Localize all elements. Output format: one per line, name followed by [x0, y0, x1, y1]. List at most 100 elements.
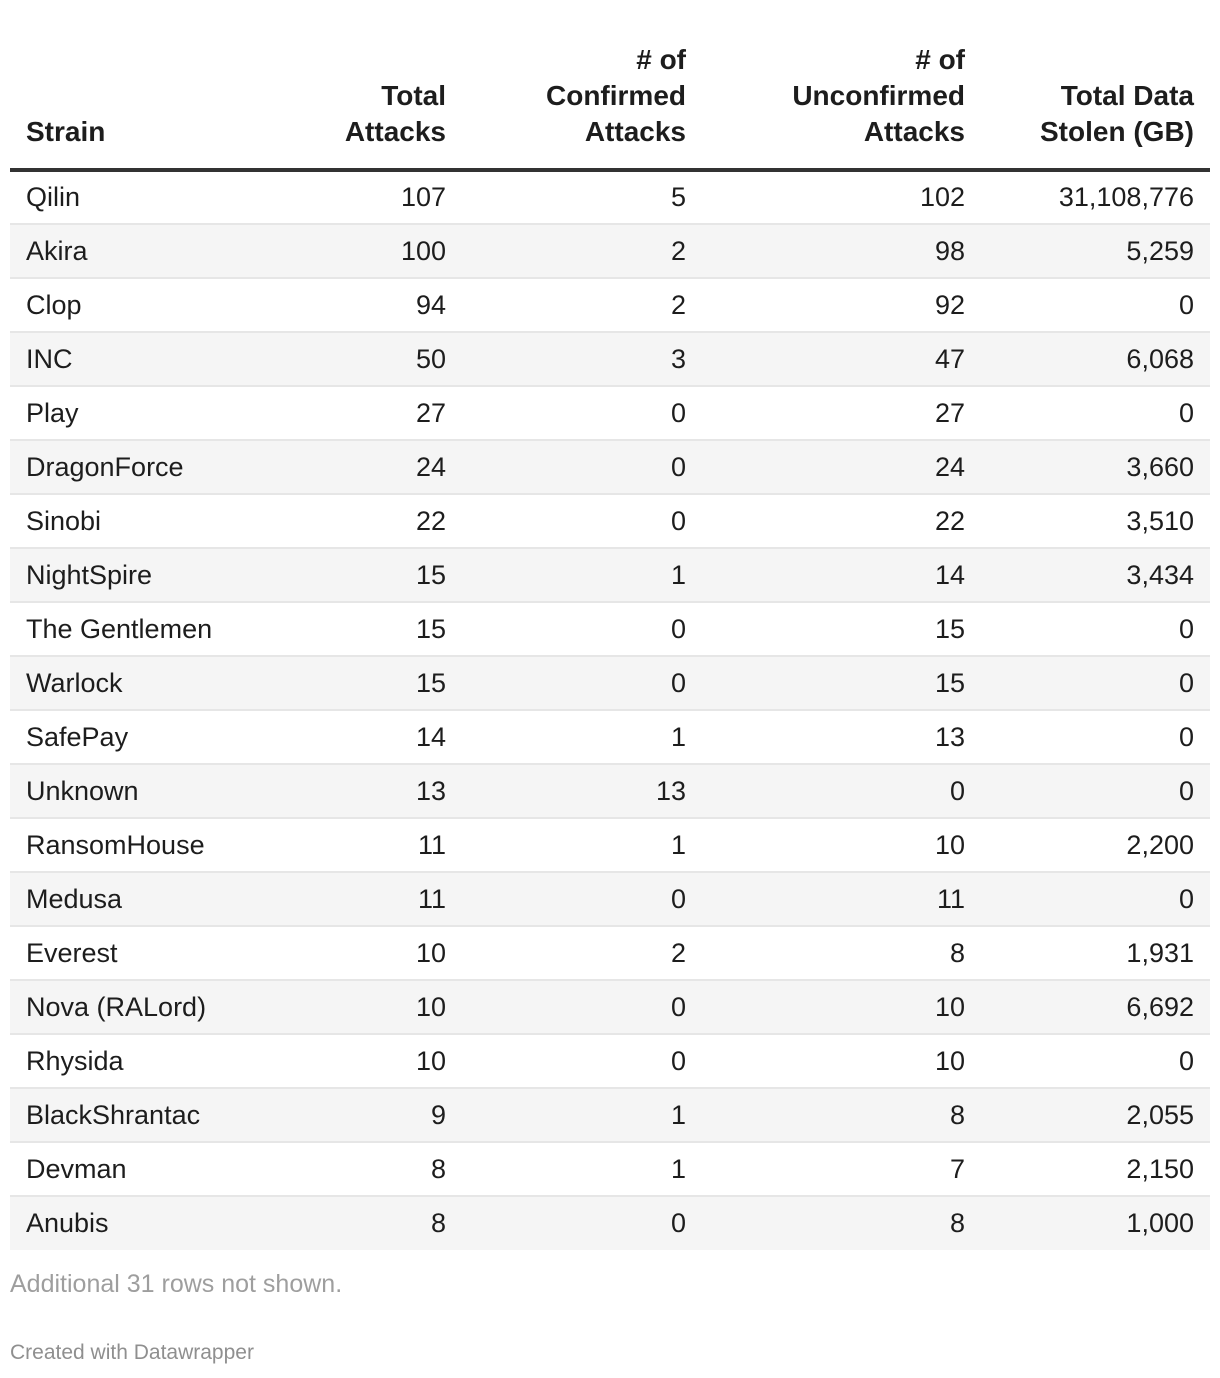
cell-total-attacks: 9	[306, 1088, 462, 1143]
cell-total-attacks: 50	[306, 332, 462, 387]
table-row: Unknown 13 13 0 0	[10, 764, 1210, 819]
table-row: The Gentlemen 15 0 15 0	[10, 602, 1210, 657]
cell-confirmed-attacks: 0	[462, 1196, 702, 1250]
cell-unconfirmed-attacks: 11	[702, 872, 981, 927]
cell-total-attacks: 10	[306, 926, 462, 981]
cell-unconfirmed-attacks: 15	[702, 656, 981, 711]
cell-unconfirmed-attacks: 10	[702, 980, 981, 1035]
table-row: Play 27 0 27 0	[10, 386, 1210, 441]
cell-total-attacks: 15	[306, 656, 462, 711]
cell-data-stolen: 6,068	[981, 332, 1210, 387]
table-row: RansomHouse 11 1 10 2,200	[10, 818, 1210, 873]
cell-data-stolen: 2,200	[981, 818, 1210, 873]
rows-not-shown-note: Additional 31 rows not shown.	[10, 1270, 343, 1298]
header-total-data-stolen[interactable]: Total Data Stolen (GB)	[981, 0, 1210, 172]
table-row: Anubis 8 0 8 1,000	[10, 1196, 1210, 1250]
header-total-attacks[interactable]: Total Attacks	[306, 0, 462, 172]
header-label-line: # of	[915, 44, 965, 75]
cell-strain: Everest	[10, 926, 306, 981]
cell-unconfirmed-attacks: 0	[702, 764, 981, 819]
cell-confirmed-attacks: 0	[462, 602, 702, 657]
cell-unconfirmed-attacks: 10	[702, 1034, 981, 1089]
header-unconfirmed-attacks[interactable]: # of Unconfirmed Attacks	[702, 0, 981, 172]
cell-data-stolen: 2,150	[981, 1142, 1210, 1197]
cell-strain: RansomHouse	[10, 818, 306, 873]
cell-data-stolen: 6,692	[981, 980, 1210, 1035]
table-row: Akira 100 2 98 5,259	[10, 224, 1210, 279]
cell-confirmed-attacks: 1	[462, 818, 702, 873]
header-label-line: Unconfirmed	[792, 80, 965, 111]
table-row: NightSpire 15 1 14 3,434	[10, 548, 1210, 603]
cell-confirmed-attacks: 1	[462, 1142, 702, 1197]
ransomware-strain-table: Strain Total Attacks # of Confirmed Attacks # …	[10, 0, 1210, 1250]
cell-strain: Akira	[10, 224, 306, 279]
data-table-container: Strain Total Attacks # of Confirmed Attacks # …	[10, 0, 1210, 1250]
cell-strain: BlackShrantac	[10, 1088, 306, 1143]
header-label-line: Total Data	[1060, 80, 1194, 111]
cell-total-attacks: 107	[306, 170, 462, 225]
table-row: SafePay 14 1 13 0	[10, 710, 1210, 765]
cell-unconfirmed-attacks: 7	[702, 1142, 981, 1197]
cell-strain: Rhysida	[10, 1034, 306, 1089]
cell-data-stolen: 1,000	[981, 1196, 1210, 1250]
table-row: Devman 8 1 7 2,150	[10, 1142, 1210, 1197]
datawrapper-credit[interactable]: Created with Datawrapper	[10, 1341, 254, 1364]
cell-data-stolen: 5,259	[981, 224, 1210, 279]
cell-strain: Clop	[10, 278, 306, 333]
cell-total-attacks: 11	[306, 872, 462, 927]
cell-unconfirmed-attacks: 14	[702, 548, 981, 603]
header-strain[interactable]: Strain	[10, 0, 306, 172]
cell-unconfirmed-attacks: 47	[702, 332, 981, 387]
cell-strain: NightSpire	[10, 548, 306, 603]
header-label-line: Strain	[26, 116, 106, 147]
cell-confirmed-attacks: 0	[462, 872, 702, 927]
cell-unconfirmed-attacks: 8	[702, 926, 981, 981]
cell-total-attacks: 13	[306, 764, 462, 819]
table-header: Strain Total Attacks # of Confirmed Attacks # …	[10, 0, 1210, 172]
cell-data-stolen: 2,055	[981, 1088, 1210, 1143]
cell-strain: The Gentlemen	[10, 602, 306, 657]
cell-strain: Qilin	[10, 170, 306, 225]
header-confirmed-attacks[interactable]: # of Confirmed Attacks	[462, 0, 702, 172]
table-row: Rhysida 10 0 10 0	[10, 1034, 1210, 1089]
table-row: Sinobi 22 0 22 3,510	[10, 494, 1210, 549]
cell-confirmed-attacks: 5	[462, 170, 702, 225]
cell-confirmed-attacks: 0	[462, 386, 702, 441]
table-row: INC 50 3 47 6,068	[10, 332, 1210, 387]
cell-unconfirmed-attacks: 8	[702, 1088, 981, 1143]
cell-data-stolen: 3,660	[981, 440, 1210, 495]
cell-strain: DragonForce	[10, 440, 306, 495]
header-label-line: Attacks	[863, 116, 965, 147]
table-row: Medusa 11 0 11 0	[10, 872, 1210, 927]
cell-total-attacks: 11	[306, 818, 462, 873]
cell-total-attacks: 100	[306, 224, 462, 279]
cell-total-attacks: 22	[306, 494, 462, 549]
table-row: BlackShrantac 9 1 8 2,055	[10, 1088, 1210, 1143]
cell-confirmed-attacks: 0	[462, 656, 702, 711]
cell-data-stolen: 0	[981, 602, 1210, 657]
cell-unconfirmed-attacks: 27	[702, 386, 981, 441]
cell-confirmed-attacks: 1	[462, 1088, 702, 1143]
cell-total-attacks: 10	[306, 1034, 462, 1089]
cell-confirmed-attacks: 3	[462, 332, 702, 387]
header-label-line: Attacks	[584, 116, 686, 147]
cell-strain: Unknown	[10, 764, 306, 819]
cell-confirmed-attacks: 1	[462, 710, 702, 765]
cell-data-stolen: 31,108,776	[981, 170, 1210, 225]
cell-strain: SafePay	[10, 710, 306, 765]
table-row: DragonForce 24 0 24 3,660	[10, 440, 1210, 495]
table-row: Everest 10 2 8 1,931	[10, 926, 1210, 981]
cell-data-stolen: 0	[981, 710, 1210, 765]
cell-confirmed-attacks: 2	[462, 224, 702, 279]
cell-total-attacks: 27	[306, 386, 462, 441]
cell-strain: Warlock	[10, 656, 306, 711]
cell-confirmed-attacks: 0	[462, 440, 702, 495]
cell-strain: Nova (RALord)	[10, 980, 306, 1035]
cell-data-stolen: 0	[981, 278, 1210, 333]
cell-strain: INC	[10, 332, 306, 387]
header-label-line: # of	[636, 44, 686, 75]
cell-total-attacks: 24	[306, 440, 462, 495]
table-row: Clop 94 2 92 0	[10, 278, 1210, 333]
cell-confirmed-attacks: 0	[462, 1034, 702, 1089]
cell-unconfirmed-attacks: 98	[702, 224, 981, 279]
